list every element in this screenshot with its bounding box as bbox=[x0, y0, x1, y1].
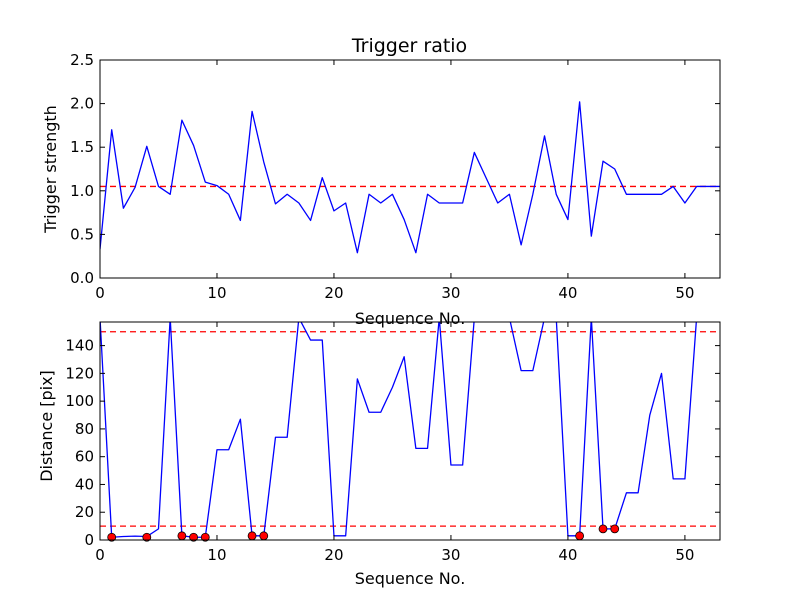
x-tick-label: 20 bbox=[324, 546, 343, 564]
x-tick-label: 50 bbox=[675, 284, 694, 302]
y-tick-label: 1.0 bbox=[70, 182, 94, 200]
plot-frame bbox=[99, 321, 721, 541]
data-point-marker bbox=[200, 532, 210, 542]
plot-area: 0 10 20 30 40 50 0.0 0.5 1.0 1.5 2.0 2.5 bbox=[70, 51, 720, 302]
data-layer bbox=[100, 101, 720, 254]
y-tick-label: 60 bbox=[75, 448, 94, 466]
series-line bbox=[100, 101, 720, 254]
y-tick-label: 2.0 bbox=[70, 95, 94, 113]
y-axis-label: Trigger strength bbox=[41, 105, 60, 234]
data-point-marker bbox=[259, 531, 269, 541]
x-tick-label: 0 bbox=[95, 546, 105, 564]
data-point-marker bbox=[575, 531, 585, 541]
x-tick-label: 20 bbox=[324, 284, 343, 302]
distance-chart: 0 10 20 30 40 50 0 20 40 60 80 100 120 140 Sequence N… bbox=[37, 321, 721, 588]
x-tick-label: 40 bbox=[558, 284, 577, 302]
plot-frame bbox=[99, 59, 721, 279]
x-tick-label: 30 bbox=[441, 284, 460, 302]
y-axis-label: Distance [pix] bbox=[37, 370, 56, 482]
data-point-marker bbox=[247, 531, 257, 541]
data-point-marker bbox=[598, 524, 608, 534]
y-tick-label: 80 bbox=[75, 420, 94, 438]
x-tick-label: 10 bbox=[207, 284, 226, 302]
y-tick-label: 40 bbox=[75, 475, 94, 493]
data-point-marker bbox=[142, 532, 152, 542]
y-tick-label: 0 bbox=[84, 531, 94, 549]
x-tick-label: 30 bbox=[441, 546, 460, 564]
y-tick-label: 20 bbox=[75, 503, 94, 521]
x-axis-label: Sequence No. bbox=[355, 309, 466, 328]
x-axis-label: Sequence No. bbox=[355, 569, 466, 588]
y-tick-label: 140 bbox=[65, 337, 94, 355]
data-point-marker bbox=[107, 532, 117, 542]
data-point-marker bbox=[177, 531, 187, 541]
y-tick-label: 0.0 bbox=[70, 269, 94, 287]
y-tick-label: 100 bbox=[65, 392, 94, 410]
y-tick-label: 120 bbox=[65, 364, 94, 382]
y-tick-label: 0.5 bbox=[70, 225, 94, 243]
data-point-marker bbox=[189, 532, 198, 542]
x-tick-label: 10 bbox=[207, 546, 226, 564]
x-tick-label: 0 bbox=[95, 284, 105, 302]
trigger-ratio-chart: Trigger ratio 0 10 20 30 40 50 0.0 0.5 1.0 1.5 2.0… bbox=[41, 35, 721, 328]
y-tick-label: 2.5 bbox=[70, 51, 94, 69]
y-tick-label: 1.5 bbox=[70, 138, 94, 156]
chart-title: Trigger ratio bbox=[351, 35, 467, 57]
data-point-marker bbox=[610, 524, 620, 534]
x-tick-label: 50 bbox=[675, 546, 694, 564]
plot-area: 0 10 20 30 40 50 0 20 40 60 80 100 120 140 bbox=[65, 322, 720, 564]
x-tick-label: 40 bbox=[558, 546, 577, 564]
